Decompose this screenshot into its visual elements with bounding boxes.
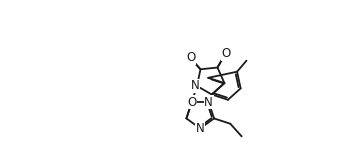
Text: O: O bbox=[222, 48, 231, 60]
Text: N: N bbox=[196, 122, 205, 135]
Text: N: N bbox=[191, 79, 200, 93]
Text: O: O bbox=[186, 51, 196, 64]
Text: N: N bbox=[204, 96, 213, 109]
Text: O: O bbox=[187, 96, 196, 109]
